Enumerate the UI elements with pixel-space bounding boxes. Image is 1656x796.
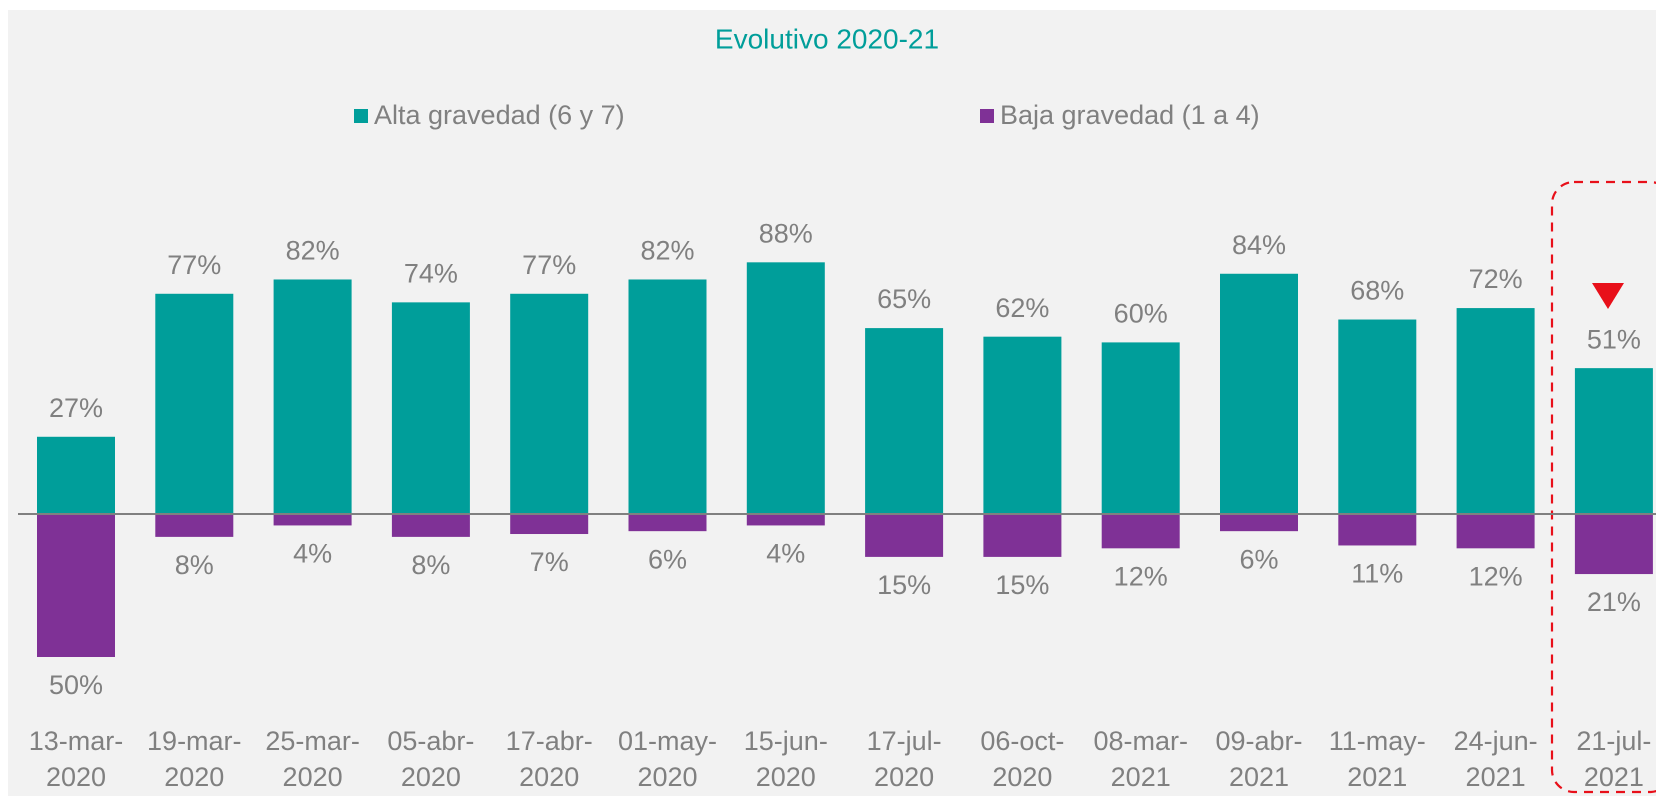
x-tick-label: 19-mar- xyxy=(147,726,242,756)
x-tick-label: 2021 xyxy=(1111,762,1171,792)
down-arrow xyxy=(1592,283,1624,309)
data-label: 88% xyxy=(759,218,813,248)
data-label: 4% xyxy=(293,539,332,569)
x-tick-label: 2020 xyxy=(46,762,106,792)
data-label: 77% xyxy=(522,250,576,280)
data-label: 82% xyxy=(286,236,340,266)
bar xyxy=(628,514,707,532)
x-tick-label: 09-abr- xyxy=(1215,726,1302,756)
highlight-box xyxy=(1550,180,1656,794)
bar xyxy=(1574,368,1653,514)
bar xyxy=(155,514,234,537)
data-label: 82% xyxy=(640,236,694,266)
x-tick-label: 06-oct- xyxy=(980,726,1064,756)
x-tick-label: 2020 xyxy=(519,762,579,792)
bar xyxy=(746,262,825,514)
x-tick-label: 2020 xyxy=(756,762,816,792)
data-label: 21% xyxy=(1587,587,1641,617)
bar xyxy=(1220,273,1298,514)
data-label: 74% xyxy=(404,258,458,288)
bar xyxy=(628,279,707,514)
legend-label: Alta gravedad (6 y 7) xyxy=(374,100,625,130)
x-tick-label: 2020 xyxy=(283,762,343,792)
x-tick-label: 2021 xyxy=(1347,762,1407,792)
bar xyxy=(1338,514,1417,546)
legend-swatch xyxy=(980,109,994,123)
data-label: 84% xyxy=(1232,230,1286,260)
x-tick-label: 17-jul- xyxy=(867,726,942,756)
legend-swatch xyxy=(354,109,368,123)
data-label: 15% xyxy=(995,570,1049,600)
x-tick-label: 2020 xyxy=(401,762,461,792)
x-tick-label: 2020 xyxy=(164,762,224,792)
data-label: 60% xyxy=(1114,299,1168,329)
x-tick-label: 21-jul- xyxy=(1576,726,1651,756)
bar xyxy=(37,436,115,514)
bar xyxy=(37,514,115,657)
bar xyxy=(1101,342,1180,514)
bar xyxy=(1456,514,1535,549)
data-label: 27% xyxy=(49,393,103,423)
x-tick-label: 13-mar- xyxy=(29,726,124,756)
x-tick-label: 15-jun- xyxy=(744,726,828,756)
bar xyxy=(273,514,352,526)
data-label: 6% xyxy=(1239,544,1278,574)
data-label: 12% xyxy=(1114,561,1168,591)
bar xyxy=(1101,514,1180,549)
data-label: 51% xyxy=(1587,324,1641,354)
data-label: 65% xyxy=(877,284,931,314)
bar xyxy=(865,514,944,557)
bar xyxy=(273,279,352,514)
x-tick-label: 2021 xyxy=(1229,762,1289,792)
x-tick-label: 2020 xyxy=(992,762,1052,792)
data-label: 72% xyxy=(1469,264,1523,294)
bar xyxy=(865,328,944,514)
data-label: 7% xyxy=(530,547,569,577)
bar xyxy=(510,514,589,535)
data-label: 77% xyxy=(167,250,221,280)
bar xyxy=(983,514,1062,557)
legend-label: Baja gravedad (1 a 4) xyxy=(1000,100,1260,130)
x-tick-label: 01-may- xyxy=(618,726,717,756)
bar xyxy=(391,514,470,537)
chart-title: Evolutivo 2020-21 xyxy=(715,23,939,54)
x-tick-label: 11-may- xyxy=(1329,726,1426,756)
data-label: 50% xyxy=(49,670,103,700)
data-label: 12% xyxy=(1469,561,1523,591)
bar xyxy=(391,302,470,514)
x-tick-label: 08-mar- xyxy=(1093,726,1188,756)
x-tick-label: 05-abr- xyxy=(387,726,474,756)
data-label: 8% xyxy=(411,550,450,580)
bar xyxy=(1456,308,1535,514)
data-label: 6% xyxy=(648,544,687,574)
data-label: 4% xyxy=(766,539,805,569)
data-label: 8% xyxy=(175,550,214,580)
x-tick-label: 24-jun- xyxy=(1454,726,1538,756)
bar xyxy=(746,514,825,526)
x-tick-label: 17-abr- xyxy=(506,726,593,756)
bar xyxy=(155,293,234,514)
x-tick-label: 25-mar- xyxy=(265,726,360,756)
x-tick-label: 2020 xyxy=(637,762,697,792)
data-label: 15% xyxy=(877,570,931,600)
data-label: 62% xyxy=(995,293,1049,323)
x-tick-label: 2021 xyxy=(1466,762,1526,792)
x-tick-label: 2021 xyxy=(1584,762,1644,792)
bar xyxy=(1220,514,1298,532)
bar xyxy=(983,336,1062,514)
bar xyxy=(1338,319,1417,514)
data-label: 11% xyxy=(1351,559,1403,589)
bar xyxy=(1574,514,1653,575)
data-label: 68% xyxy=(1350,276,1404,306)
bar xyxy=(510,293,589,514)
x-tick-label: 2020 xyxy=(874,762,934,792)
